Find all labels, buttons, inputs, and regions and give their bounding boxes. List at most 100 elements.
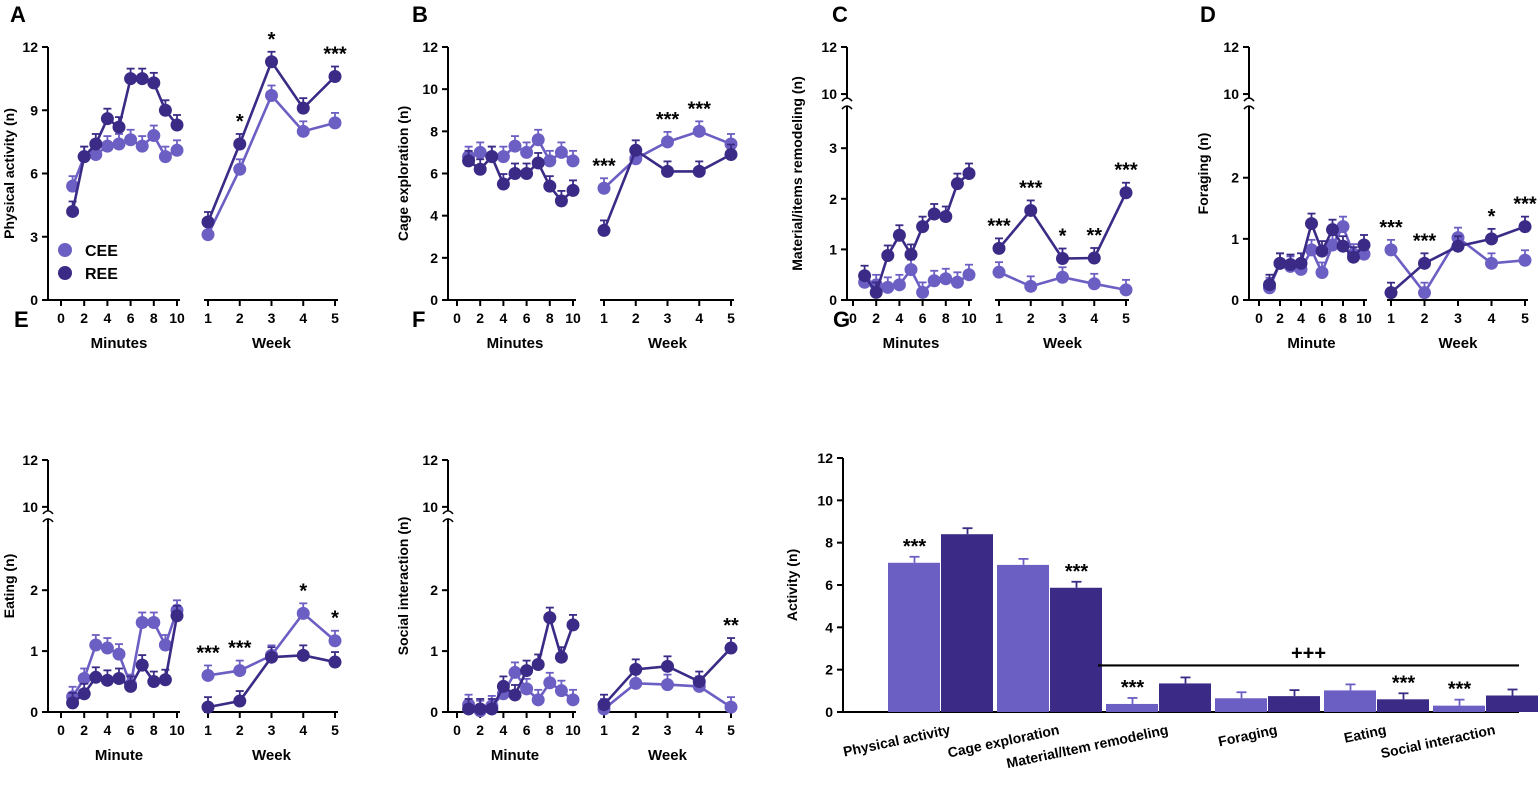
x-tick-label: 1	[204, 310, 212, 326]
x-axis-label-right: Week	[252, 335, 292, 352]
y-tick-label: 3	[829, 140, 837, 156]
y-axis-label: Physical activity (n)	[1, 108, 17, 239]
data-point-ree	[724, 641, 738, 655]
data-point-cee	[531, 693, 545, 707]
y-tick-label: 12	[22, 452, 38, 468]
data-point-ree	[89, 137, 103, 151]
data-point-cee	[112, 137, 126, 151]
data-point-cee	[1357, 247, 1371, 261]
bar-ree	[1268, 696, 1320, 712]
data-point-cee	[1056, 270, 1069, 284]
x-tick-label: 3	[664, 310, 672, 326]
data-point-ree	[496, 679, 510, 693]
bar-ree	[1486, 695, 1538, 712]
data-point-cee	[296, 124, 310, 138]
significance-mark: ***	[1065, 561, 1089, 583]
significance-mark: ***	[987, 215, 1011, 237]
data-point-cee	[233, 162, 247, 176]
data-point-ree	[692, 675, 706, 689]
x-tick-label: 10	[961, 310, 977, 326]
data-point-ree	[1347, 250, 1360, 264]
data-point-cee	[508, 665, 522, 679]
x-tick-label: 4	[1297, 310, 1305, 326]
data-point-cee	[927, 274, 941, 288]
y-tick-label: 8	[825, 535, 833, 551]
data-point-ree	[916, 220, 930, 234]
significance-mark: *	[299, 580, 307, 602]
bar-cee	[1215, 698, 1267, 712]
data-point-cee	[1305, 243, 1318, 257]
x-tick-label: 1	[995, 310, 1003, 326]
data-point-cee	[112, 647, 126, 661]
data-point-ree	[992, 241, 1006, 255]
data-point-ree	[554, 650, 568, 664]
y-tick-label: 10	[817, 492, 833, 508]
x-tick-label: 6	[919, 310, 927, 326]
axis-break-mark	[442, 510, 454, 523]
data-point-cee	[135, 615, 149, 629]
data-point-ree	[158, 673, 172, 687]
y-axis-label: Cage exploration (n)	[395, 106, 411, 241]
data-point-cee	[520, 682, 534, 696]
data-point-ree	[531, 156, 545, 170]
panel-letter: A	[10, 2, 26, 27]
data-point-cee	[543, 154, 557, 168]
x-tick-label: 0	[57, 722, 65, 738]
data-point-cee	[566, 154, 580, 168]
data-point-ree	[112, 672, 126, 686]
data-point-ree	[124, 679, 138, 693]
data-point-cee	[158, 638, 172, 652]
data-point-cee	[554, 684, 568, 698]
y-tick-label: 0	[30, 704, 38, 720]
data-point-cee	[66, 179, 80, 193]
data-point-cee	[554, 145, 568, 159]
data-point-ree	[1451, 239, 1465, 253]
significance-mark: ***	[1513, 194, 1537, 216]
data-point-cee	[100, 139, 114, 153]
series-line-cee-right	[207, 611, 336, 677]
data-point-ree	[1418, 256, 1431, 270]
bar-ree	[1377, 699, 1429, 712]
x-tick-label: 4	[1488, 310, 1496, 326]
x-tick-label: 6	[523, 310, 531, 326]
x-tick-label: 4	[500, 310, 508, 326]
legend-label-cee: CEE	[85, 243, 118, 260]
data-point-ree	[473, 162, 487, 176]
significance-mark: ***	[903, 536, 927, 558]
data-point-ree	[566, 618, 580, 632]
y-tick-label: 6	[430, 166, 438, 182]
y-tick-label: 10	[1223, 86, 1239, 102]
x-tick-label: 2	[872, 310, 880, 326]
y-tick-label: 2	[829, 191, 837, 207]
x-tick-label: 8	[546, 722, 554, 738]
y-tick-label: 4	[825, 619, 833, 635]
data-point-cee	[939, 272, 953, 286]
x-tick-label: 2	[632, 722, 640, 738]
data-point-ree	[531, 657, 545, 671]
data-point-cee	[265, 88, 278, 102]
y-axis-label: Foraging (n)	[1195, 133, 1211, 215]
data-point-ree	[201, 700, 215, 714]
x-tick-label: 6	[523, 722, 531, 738]
data-point-ree	[328, 655, 342, 669]
data-point-ree	[939, 210, 953, 224]
significance-mark: ***	[1121, 677, 1145, 699]
data-point-ree	[869, 285, 883, 299]
series-line-ree-left	[71, 77, 179, 212]
data-point-cee	[1024, 279, 1038, 293]
data-point-ree	[629, 662, 643, 676]
data-point-ree	[724, 148, 738, 162]
y-tick-label: 1	[30, 643, 38, 659]
data-point-cee	[916, 285, 930, 299]
x-tick-label: 5	[727, 310, 735, 326]
data-point-ree	[892, 228, 906, 242]
x-tick-label: 6	[1318, 310, 1326, 326]
y-tick-label: 1	[829, 241, 837, 257]
data-point-cee	[881, 280, 895, 294]
panel-letter: E	[14, 307, 29, 332]
data-point-cee	[496, 150, 510, 164]
data-point-cee	[328, 116, 342, 130]
